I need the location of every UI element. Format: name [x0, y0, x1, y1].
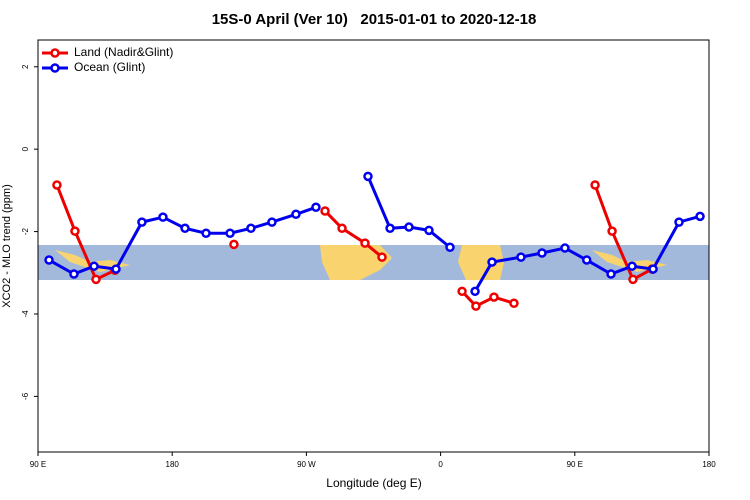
point: [291, 209, 301, 220]
point: [70, 226, 80, 236]
point: [225, 228, 235, 238]
land-shape: [458, 245, 504, 280]
point: [180, 223, 190, 234]
y-tick-label: 0: [21, 146, 30, 151]
point: [311, 202, 321, 213]
point: [560, 243, 570, 253]
point: [385, 223, 395, 234]
point: [320, 206, 330, 216]
point: [607, 226, 617, 236]
point: [471, 301, 481, 311]
point: [337, 223, 347, 234]
legend-label: Ocean (Glint): [74, 60, 145, 74]
y-tick-label: -4: [21, 310, 30, 318]
y-tick-label: 2: [21, 64, 30, 69]
point: [695, 211, 705, 222]
point: [581, 255, 592, 265]
point: [363, 171, 373, 182]
point: [648, 264, 658, 274]
point: [470, 286, 480, 297]
point: [201, 228, 211, 238]
point: [111, 264, 121, 274]
legend-label: Land (Nadir&Glint): [74, 45, 173, 59]
point: [590, 180, 600, 190]
point: [537, 248, 547, 258]
point: [137, 217, 147, 227]
point: [89, 261, 99, 271]
y-axis-label: XCO2 - MLO trend (ppm): [1, 184, 13, 307]
point: [445, 242, 455, 252]
point: [44, 255, 54, 265]
x-tick-label: 90 W: [297, 460, 316, 469]
point: [246, 223, 256, 234]
y-tick-label: -2: [21, 227, 30, 235]
point: [69, 269, 79, 279]
point: [360, 238, 370, 248]
point: [52, 180, 62, 190]
x-tick-label: 0: [438, 460, 443, 469]
series-line: [55, 184, 653, 308]
plot-frame: [37, 39, 710, 453]
land-shape: [320, 245, 392, 280]
x-tick-label: 90 E: [30, 460, 46, 469]
point: [158, 212, 168, 222]
point: [457, 286, 467, 297]
legend-marker: [50, 63, 60, 73]
point: [91, 274, 101, 285]
point: [627, 261, 637, 271]
x-tick-label: 90 E: [567, 460, 583, 469]
point: [489, 292, 499, 302]
point: [516, 252, 526, 262]
land-shape: [55, 250, 130, 272]
point: [674, 217, 684, 227]
point: [487, 257, 497, 267]
point: [628, 274, 638, 285]
point: [377, 252, 387, 262]
point: [509, 298, 519, 309]
x-axis-label: Longitude (deg E): [326, 476, 421, 490]
point: [606, 269, 616, 279]
legend-marker: [50, 48, 60, 58]
y-tick-label: -6: [21, 392, 30, 400]
point: [404, 222, 414, 232]
point: [229, 239, 239, 250]
point: [424, 225, 434, 236]
chart-title: 15S-0 April (Ver 10) 2015-01-01 to 2020-…: [212, 11, 537, 28]
point: [267, 217, 277, 227]
x-tick-label: 180: [702, 460, 716, 469]
x-tick-label: 180: [166, 460, 180, 469]
